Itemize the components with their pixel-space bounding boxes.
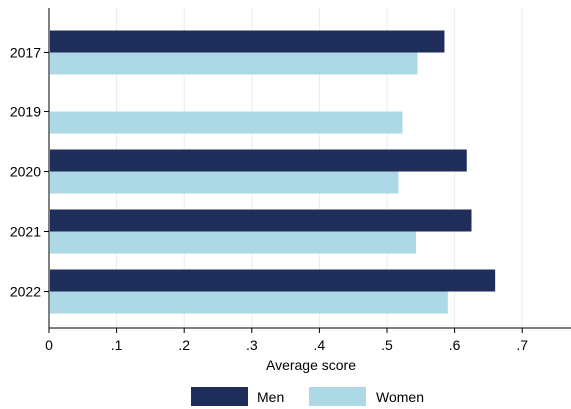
y-axis-ticks: 2017 2019 2020 2021 2022	[10, 45, 49, 300]
legend-label-men: Men	[257, 389, 284, 405]
x-tick-label-5: .5	[381, 337, 393, 353]
y-tick-label-2021: 2021	[10, 224, 41, 240]
y-tick-label-2020: 2020	[10, 164, 41, 180]
x-tick-label-2: .2	[178, 337, 190, 353]
bar-women-2017	[50, 52, 418, 75]
bar-women-2021	[50, 231, 417, 254]
bar-women-2022	[50, 291, 448, 314]
bar-men-2021	[50, 209, 472, 232]
bar-men-2017	[50, 30, 445, 53]
axes	[48, 8, 571, 329]
x-tick-label-1: .1	[111, 337, 123, 353]
legend-swatch-women	[309, 387, 366, 406]
x-tick-label-6: .6	[449, 337, 461, 353]
x-tick-label-3: .3	[246, 337, 258, 353]
bar-women-2019	[50, 111, 403, 134]
legend: Men Women	[191, 387, 424, 406]
bar-men-2020	[50, 149, 467, 172]
bar-women-2020	[50, 171, 399, 194]
x-tick-label-4: .4	[314, 337, 326, 353]
x-axis-ticks: 0 .1 .2 .3 .4 .5 .6 .7	[45, 328, 528, 353]
y-tick-label-2022: 2022	[10, 284, 41, 300]
x-tick-label-0: 0	[45, 337, 53, 353]
y-tick-label-2019: 2019	[10, 104, 41, 120]
bar-men-2022	[50, 269, 496, 292]
bars	[50, 30, 496, 314]
x-tick-label-7: .7	[516, 337, 528, 353]
legend-label-women: Women	[376, 389, 424, 405]
legend-swatch-men	[191, 387, 248, 406]
y-tick-label-2017: 2017	[10, 45, 41, 61]
x-axis-title: Average score	[266, 357, 356, 373]
